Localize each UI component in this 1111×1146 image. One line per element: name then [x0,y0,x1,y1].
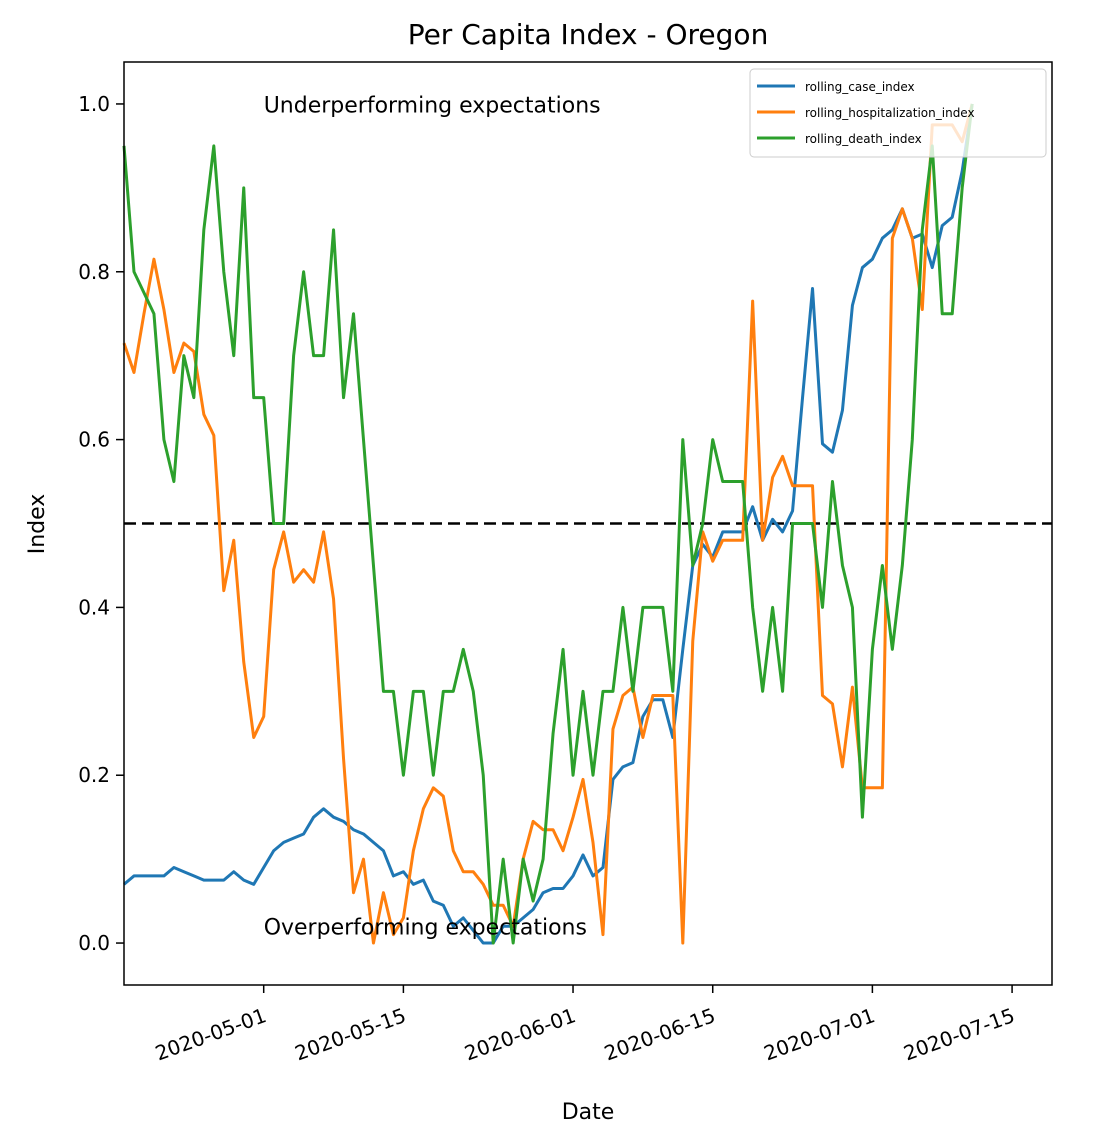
y-tick-label: 0.4 [78,595,110,619]
legend: rolling_case_index rolling_hospitalizatio… [749,68,1047,158]
y-tick-label: 0.8 [78,260,110,284]
series-lines [122,103,974,945]
x-tick-label: 2020-06-01 [461,1003,578,1065]
series-line-rolling_case_index [123,103,974,945]
annotation-underperforming: Underperforming expectations [264,93,601,118]
y-tick-label: 0.0 [78,931,110,955]
legend-label: rolling_hospitalization_index [805,106,975,120]
x-axis-label: Date [562,1100,615,1125]
legend-box [749,68,1047,158]
series-line-rolling_death_index [122,103,974,945]
x-tick-label: 2020-06-15 [601,1003,718,1065]
plot-frame [123,61,1053,986]
y-tick-label: 1.0 [78,92,110,116]
series-line-rolling_hospitalization_index [122,103,974,945]
annotation-overperforming: Overperforming expectations [264,916,587,941]
y-axis: 0.0 0.2 0.4 0.6 0.8 1.0 [78,92,124,955]
plot-area [124,62,1052,985]
x-tick-label: 2020-05-15 [292,1003,409,1065]
chart-title: Per Capita Index - Oregon [408,18,769,51]
y-tick-label: 0.2 [78,763,110,787]
x-tick-label: 2020-05-01 [152,1003,269,1065]
x-tick-label: 2020-07-15 [900,1003,1017,1065]
legend-label: rolling_death_index [805,132,922,146]
y-tick-label: 0.6 [78,428,110,452]
legend-label: rolling_case_index [805,80,915,94]
x-tick-label: 2020-07-01 [761,1003,878,1065]
x-axis: 2020-05-01 2020-05-15 2020-06-01 2020-06-15… [152,985,1018,1065]
y-axis-label: Index [25,494,50,555]
